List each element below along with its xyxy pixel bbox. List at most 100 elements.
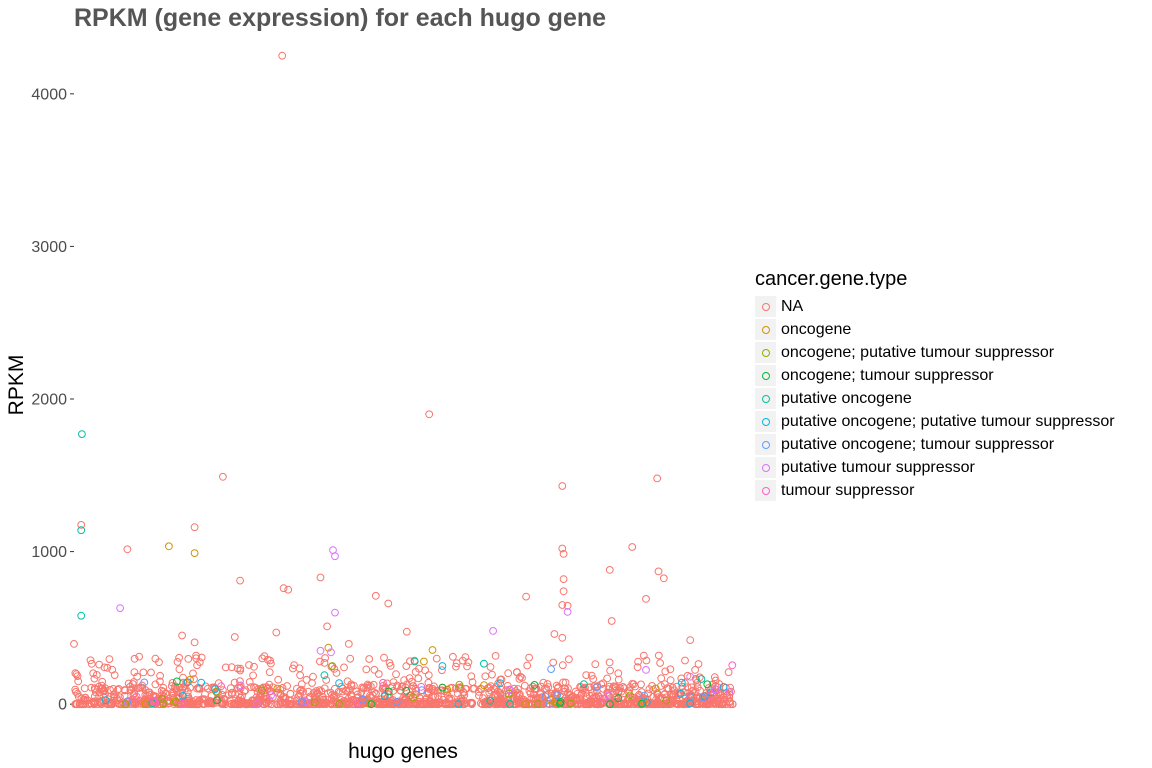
data-point (700, 692, 709, 701)
legend-marker-icon (761, 371, 770, 380)
data-point (181, 700, 190, 708)
data-point (626, 691, 634, 700)
data-point (101, 696, 110, 705)
data-point (240, 687, 249, 696)
data-point (113, 696, 122, 705)
data-point (95, 660, 104, 669)
data-point (724, 668, 733, 677)
data-point (467, 699, 476, 708)
data-point (493, 692, 502, 700)
data-point (164, 699, 173, 708)
data-point (469, 685, 478, 693)
data-point (190, 675, 198, 683)
data-point (402, 662, 411, 670)
data-point (710, 673, 719, 682)
data-point (431, 692, 440, 701)
legend-title: cancer.gene.type (755, 268, 908, 290)
data-point (663, 684, 672, 693)
data-point (253, 688, 262, 696)
data-point (504, 689, 513, 698)
y-tick-label: 4000 (31, 86, 67, 103)
data-point (197, 678, 206, 687)
data-point (456, 685, 465, 693)
data-point (72, 688, 80, 696)
data-point (186, 675, 194, 684)
data-point (387, 700, 396, 708)
data-point (406, 657, 414, 666)
data-point (213, 696, 221, 705)
data-point (217, 682, 226, 691)
data-point (369, 698, 378, 706)
data-point (77, 526, 86, 535)
data-point (371, 591, 380, 600)
data-point (369, 680, 378, 689)
data-point (581, 689, 590, 697)
data-point (149, 696, 158, 705)
data-point (424, 678, 433, 687)
data-point (316, 573, 325, 582)
data-point (116, 604, 124, 612)
data-point (380, 692, 389, 701)
data-point (642, 656, 651, 665)
data-point (98, 681, 106, 690)
data-point (374, 670, 383, 678)
data-point (289, 664, 297, 673)
data-point (286, 689, 295, 698)
data-point (667, 695, 676, 704)
data-point (158, 695, 167, 703)
data-point (718, 698, 727, 707)
data-point (662, 696, 670, 705)
data-point (344, 694, 353, 703)
data-point (284, 585, 293, 594)
data-point (109, 685, 118, 693)
data-point (309, 672, 317, 681)
data-point (168, 679, 177, 687)
data-point (513, 695, 522, 704)
legend-label: tumour suppressor (781, 481, 915, 499)
data-point (332, 669, 341, 677)
data-point (642, 595, 650, 603)
data-point (346, 654, 355, 663)
data-point (640, 691, 649, 700)
data-point (327, 648, 335, 657)
data-point (262, 695, 271, 703)
data-point (582, 671, 591, 679)
data-point (297, 680, 306, 689)
data-point (593, 683, 601, 691)
data-point (448, 700, 457, 709)
legend-item: putative oncogene (755, 387, 1115, 410)
data-point (159, 699, 167, 708)
data-point (666, 676, 675, 685)
legend-marker-icon (761, 325, 770, 334)
data-point (514, 685, 522, 693)
legend-item: oncogene; tumour suppressor (755, 364, 1115, 387)
data-point (178, 692, 187, 700)
data-point (290, 661, 299, 669)
data-point (504, 669, 513, 678)
data-point (304, 687, 313, 696)
data-point (121, 700, 130, 708)
data-point (283, 682, 292, 690)
data-point (265, 668, 274, 677)
data-point (103, 663, 112, 672)
data-point (503, 681, 512, 690)
data-point (392, 698, 401, 706)
data-point (694, 660, 703, 668)
data-point (583, 698, 592, 707)
data-point (221, 663, 230, 672)
x-axis-title: hugo genes (348, 740, 458, 763)
data-point (550, 698, 559, 707)
data-point (626, 683, 634, 692)
legend-label: oncogene; tumour suppressor (781, 366, 994, 384)
data-point (135, 652, 144, 661)
data-point (458, 656, 467, 665)
data-point (490, 685, 498, 693)
data-point (273, 684, 282, 693)
data-point (77, 694, 86, 702)
data-point (603, 674, 612, 683)
data-point (245, 678, 254, 686)
legend-item: putative oncogene; putative tumour suppr… (755, 410, 1115, 433)
data-point (428, 646, 437, 654)
data-point (113, 686, 122, 694)
data-point (410, 699, 419, 707)
